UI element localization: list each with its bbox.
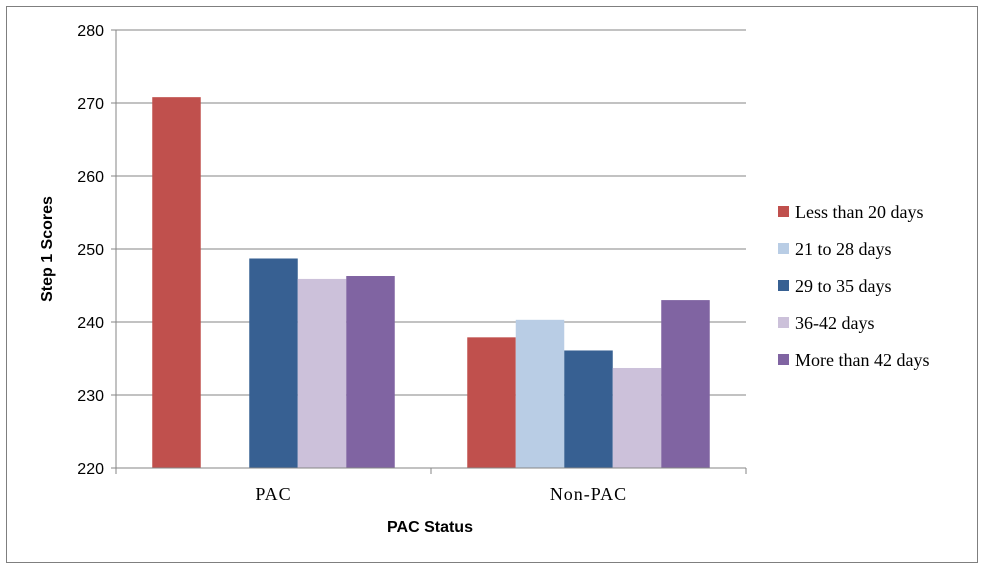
x-axis-title: PAC Status	[387, 519, 473, 536]
bar	[249, 258, 298, 468]
legend-swatch	[778, 317, 789, 328]
legend-label: 29 to 35 days	[795, 276, 892, 296]
axes	[115, 30, 746, 469]
bar	[661, 300, 710, 468]
legend-label: More than 42 days	[795, 350, 929, 370]
bar	[152, 97, 201, 468]
y-tick-label: 220	[77, 461, 104, 478]
bar	[297, 278, 347, 468]
x-category-label: Non-PAC	[550, 484, 627, 504]
legend: Less than 20 days 21 to 28 days 29 to 35 d…	[778, 202, 929, 370]
legend-label: 36-42 days	[795, 313, 875, 333]
bar	[564, 350, 613, 468]
y-tick-label: 270	[77, 96, 104, 113]
legend-swatch	[778, 354, 789, 365]
y-tick-label: 250	[77, 242, 104, 259]
x-category-label: PAC	[255, 484, 291, 504]
bar	[612, 367, 662, 468]
x-category-labels: PAC Non-PAC	[255, 484, 627, 504]
y-tick-label: 240	[77, 315, 104, 332]
legend-label: Less than 20 days	[795, 202, 923, 222]
legend-swatch	[778, 243, 789, 254]
legend-swatch	[778, 280, 789, 291]
bars	[152, 97, 710, 468]
y-tick-label: 230	[77, 388, 104, 405]
legend-swatch	[778, 206, 789, 217]
bar	[467, 337, 516, 468]
y-tick-label: 260	[77, 169, 104, 186]
bar	[515, 319, 565, 468]
bar	[346, 276, 395, 468]
legend-label: 21 to 28 days	[795, 239, 892, 259]
y-tick-labels: 220 230 240 250 260 270 280	[77, 23, 104, 478]
y-axis-title: Step 1 Scores	[39, 196, 56, 302]
y-tick-label: 280	[77, 23, 104, 40]
